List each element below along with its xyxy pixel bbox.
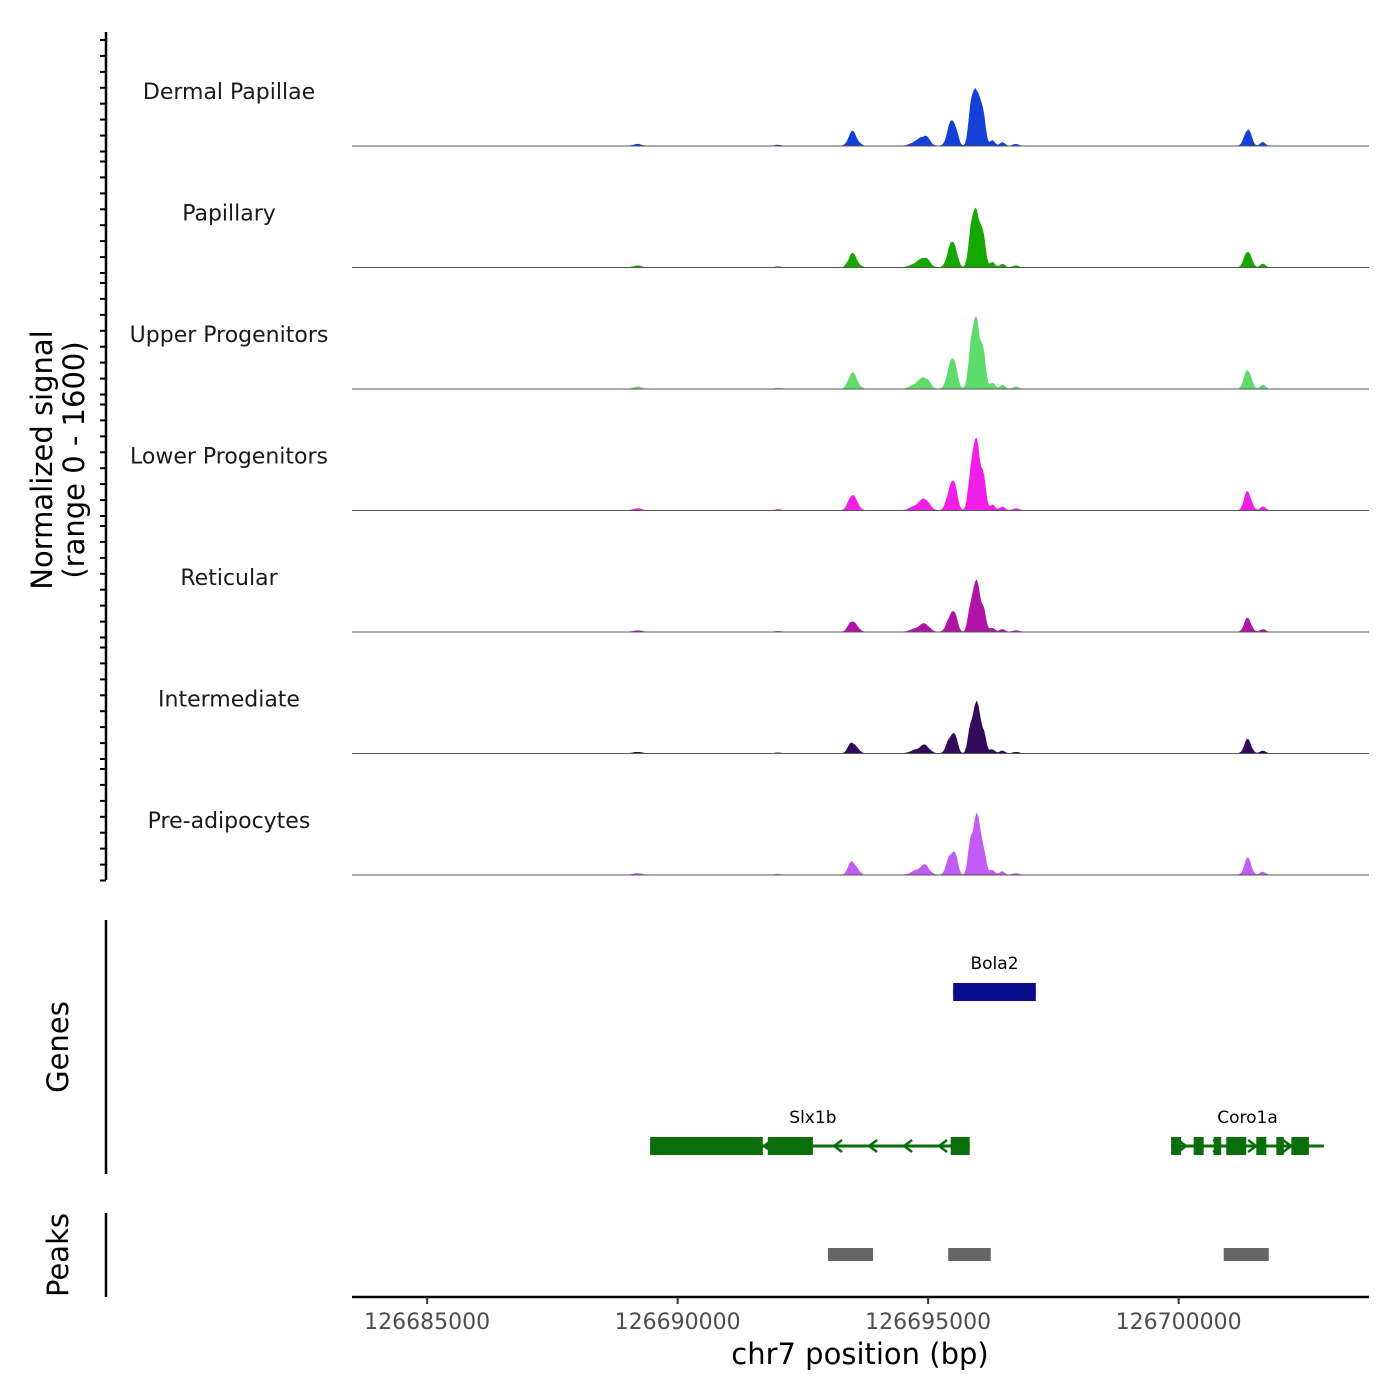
coverage-area (352, 316, 1369, 390)
track-label: Upper Progenitors (130, 323, 329, 348)
gene-exon (767, 1137, 813, 1155)
track-label: Dermal Papillae (143, 80, 315, 105)
peaks-axis-title: Peaks (41, 1213, 75, 1297)
track-pre-adipocytes: Pre-adipocytes (148, 809, 1369, 876)
coverage-area (352, 207, 1369, 268)
track-intermediate: Intermediate (158, 688, 1369, 754)
coverage-area (352, 812, 1369, 876)
x-tick-label: 126685000 (364, 1310, 490, 1335)
strand-arrow (937, 1139, 948, 1153)
peak-region (1223, 1248, 1269, 1261)
track-label: Papillary (182, 202, 276, 227)
peak-region (948, 1248, 991, 1261)
gene-exon (1291, 1137, 1309, 1155)
track-label: Pre-adipocytes (148, 809, 311, 834)
gene-bola2: Bola2 (953, 954, 1036, 1001)
x-axis-ticks: 126685000 126690000 126695000 126700000 (364, 1297, 1242, 1335)
gene-exon (1171, 1137, 1182, 1155)
gene-slx1b: Slx1b (650, 1108, 970, 1155)
track-label: Reticular (180, 566, 278, 591)
gene-exon (1276, 1137, 1284, 1155)
track-upper-progenitors: Upper Progenitors (130, 316, 1369, 390)
gene-exon (950, 1137, 970, 1155)
x-axis-title: chr7 position (bp) (731, 1337, 988, 1371)
gene-exon (1213, 1137, 1222, 1155)
peak-region (827, 1248, 874, 1261)
coverage-tracks: Dermal Papillae Papillary Upper Progenitor… (130, 80, 1369, 876)
strand-arrow (902, 1139, 913, 1153)
peaks-track (827, 1248, 1269, 1261)
gene-exon (1193, 1137, 1204, 1155)
gene-exon (953, 983, 1036, 1001)
gene-exon (1256, 1137, 1267, 1155)
coverage-area (352, 700, 1369, 754)
track-papillary: Papillary (182, 202, 1369, 268)
signal-axis-title-line1: Normalized signal (25, 330, 59, 589)
track-lower-progenitors: Lower Progenitors (130, 437, 1369, 511)
signal-axis-title-line2: (range 0 - 1600) (57, 341, 91, 578)
coverage-area (352, 437, 1369, 511)
gene-label: Coro1a (1217, 1108, 1278, 1128)
strand-arrow (832, 1139, 843, 1153)
gene-annotation-track: Bola2 Slx1b Coro1a (650, 954, 1324, 1155)
gene-exon (650, 1137, 763, 1155)
gene-exon (1226, 1137, 1247, 1155)
gene-label: Slx1b (789, 1108, 836, 1128)
x-tick-label: 126690000 (615, 1310, 741, 1335)
x-tick-label: 126700000 (1116, 1310, 1242, 1335)
track-label: Lower Progenitors (130, 445, 328, 470)
coverage-area (352, 87, 1369, 147)
strand-arrow (1282, 1139, 1294, 1153)
strand-arrow (1247, 1139, 1259, 1153)
x-tick-label: 126695000 (865, 1310, 991, 1335)
track-label: Intermediate (158, 688, 300, 713)
signal-y-axis (100, 32, 108, 882)
strand-arrow (867, 1139, 878, 1153)
gene-label: Bola2 (970, 954, 1018, 974)
track-reticular: Reticular (180, 566, 1369, 633)
coverage-area (352, 579, 1369, 633)
genes-axis-title: Genes (41, 1001, 75, 1093)
track-dermal-papillae: Dermal Papillae (143, 80, 1369, 147)
gene-coro1a: Coro1a (1171, 1108, 1324, 1155)
